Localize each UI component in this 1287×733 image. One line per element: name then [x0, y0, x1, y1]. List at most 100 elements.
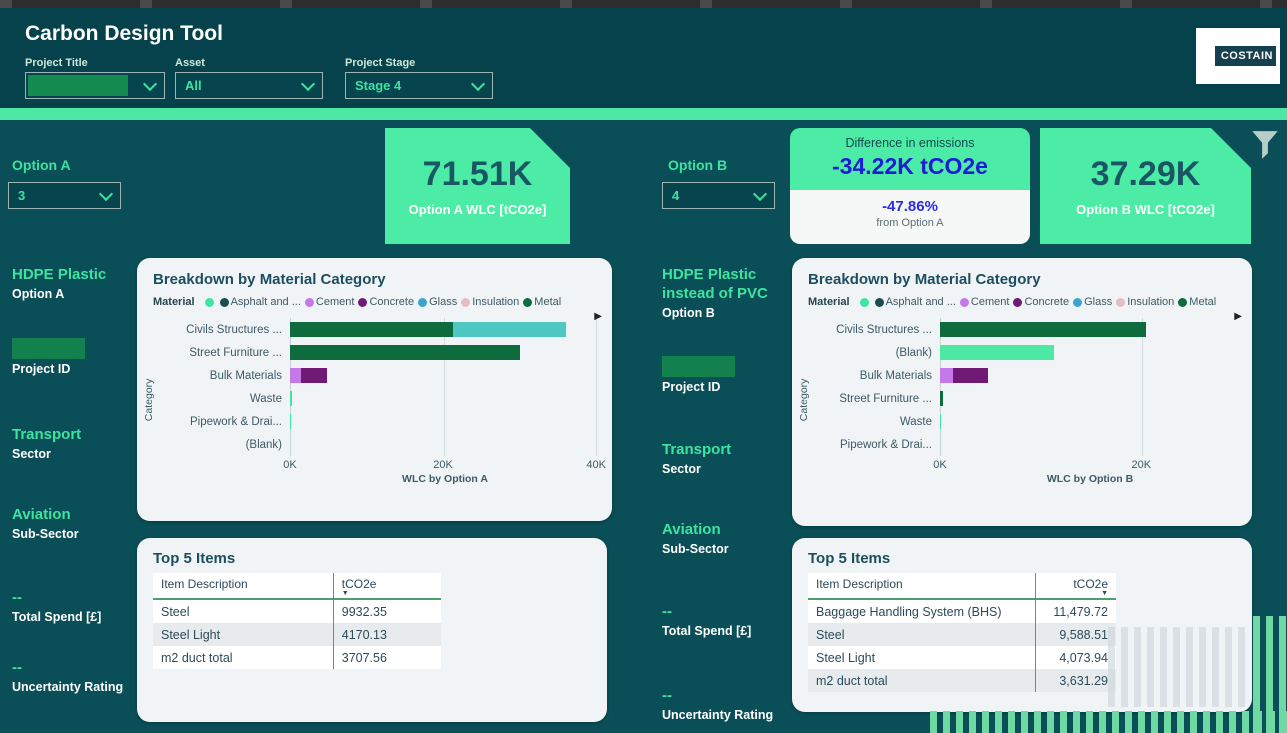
- project-title-dropdown[interactable]: [25, 72, 165, 99]
- option-b-dropdown[interactable]: 4: [662, 182, 775, 209]
- project-id-swatch: [12, 338, 85, 359]
- item-description-cell: Steel Light: [816, 650, 876, 665]
- bar-row[interactable]: (Blank): [792, 341, 1252, 364]
- table-row[interactable]: Steel Light 4,073.94: [808, 646, 1116, 669]
- legend-dot-icon: [1073, 297, 1083, 307]
- bar-segment[interactable]: [940, 414, 941, 429]
- sidebar-b-sector: Transport Sector: [662, 441, 732, 476]
- legend-item[interactable]: Asphalt and ...: [874, 296, 956, 308]
- sidebar-a-material: HDPE Plastic Option A: [12, 266, 107, 301]
- option-a-kpi-card[interactable]: 71.51K Option A WLC [tCO2e]: [385, 128, 570, 244]
- legend-label: Cement: [315, 296, 355, 308]
- bar-segment[interactable]: [940, 368, 954, 383]
- bar-segment[interactable]: [290, 322, 454, 337]
- bar-track: [290, 368, 600, 383]
- bar-segment[interactable]: [290, 368, 301, 383]
- bar-category-label: Bulk Materials: [859, 369, 932, 382]
- bar-track: [940, 391, 1240, 406]
- bar-track: [940, 437, 1240, 452]
- legend-item[interactable]: Concrete: [1013, 296, 1069, 308]
- item-description-cell: Steel: [161, 604, 190, 619]
- tco2e-cell: 9,588.51: [1035, 623, 1116, 646]
- legend-item[interactable]: Glass: [1073, 296, 1112, 308]
- sidebar-b-uncertainty: -- Uncertainty Rating: [662, 687, 774, 722]
- table-row[interactable]: Steel 9932.35: [153, 599, 441, 623]
- bar-segment[interactable]: [290, 345, 520, 360]
- table-row[interactable]: Steel Light 4170.13: [153, 623, 441, 646]
- bar-segment[interactable]: [953, 368, 989, 383]
- sidebar-b-project-id: Project ID: [662, 356, 794, 394]
- legend-item[interactable]: Asphalt and ...: [219, 296, 301, 308]
- legend-scroll-right-icon[interactable]: ▶: [594, 311, 602, 322]
- tco2e-cell: 4,073.94: [1035, 646, 1116, 669]
- column-header[interactable]: Item Description: [153, 573, 334, 600]
- legend-label: Insulation: [472, 296, 520, 308]
- bar-row[interactable]: Street Furniture ...: [137, 341, 612, 364]
- column-header[interactable]: tCO2e ▼: [332, 573, 441, 600]
- cropped-toolbar: [0, 0, 1287, 8]
- legend-title: Material: [153, 296, 195, 308]
- bar-segment[interactable]: [940, 322, 1147, 337]
- option-a-dropdown[interactable]: 3: [8, 182, 121, 209]
- decoration-stripes-card-overlay: [1108, 627, 1246, 707]
- legend-scroll-right-icon[interactable]: ▶: [1234, 311, 1242, 322]
- column-header[interactable]: Item Description: [808, 573, 1036, 600]
- chevron-down-icon: [142, 76, 158, 91]
- bar-segment[interactable]: [453, 322, 567, 337]
- legend-dot-icon: [418, 297, 428, 307]
- option-b-kpi-label: Option B WLC [tCO2e]: [1076, 202, 1215, 217]
- legend-item[interactable]: Insulation: [461, 296, 519, 308]
- legend-item[interactable]: Insulation: [1116, 296, 1174, 308]
- legend-item[interactable]: Metal: [1178, 296, 1216, 308]
- bar-category-label: Street Furniture ...: [189, 346, 282, 359]
- bar-row[interactable]: Bulk Materials: [137, 364, 612, 387]
- legend-item[interactable]: [859, 297, 871, 307]
- x-axis-tick: 40K: [586, 459, 606, 471]
- bar-segment[interactable]: [290, 391, 292, 406]
- bar-row[interactable]: Civils Structures ...: [137, 318, 612, 341]
- legend-dot-icon: [523, 297, 533, 307]
- chart-a-plot: Civils Structures ... Street Furniture ..…: [137, 318, 612, 491]
- column-header[interactable]: tCO2e ▼: [1035, 573, 1116, 600]
- legend-item[interactable]: [204, 297, 216, 307]
- legend-dot-icon: [874, 297, 884, 307]
- project-stage-dropdown[interactable]: Stage 4: [345, 72, 493, 99]
- legend-item[interactable]: Glass: [418, 296, 457, 308]
- table-row[interactable]: Steel 9,588.51: [808, 623, 1116, 646]
- bar-track: [290, 414, 600, 429]
- table-row[interactable]: m2 duct total 3707.56: [153, 646, 441, 669]
- legend-title: Material: [808, 296, 850, 308]
- bar-category-label: (Blank): [895, 346, 932, 359]
- bar-segment[interactable]: [300, 368, 327, 383]
- table-row[interactable]: m2 duct total 3,631.29: [808, 669, 1116, 692]
- item-description-cell: m2 duct total: [161, 650, 233, 665]
- bar-row[interactable]: Street Furniture ...: [792, 387, 1252, 410]
- bar-row[interactable]: (Blank): [137, 433, 612, 456]
- bar-segment[interactable]: [940, 345, 1054, 360]
- bar-segment[interactable]: [940, 391, 943, 406]
- bar-row[interactable]: Waste: [137, 387, 612, 410]
- bar-segment[interactable]: [290, 414, 291, 429]
- legend-dot-icon: [204, 297, 214, 307]
- legend-label: Glass: [1084, 296, 1113, 308]
- filter-icon[interactable]: [1251, 130, 1279, 160]
- bar-row[interactable]: Bulk Materials: [792, 364, 1252, 387]
- chart-b-legend: Material Asphalt and ... Cement Concrete Gla…: [792, 288, 1252, 308]
- bar-row[interactable]: Civils Structures ...: [792, 318, 1252, 341]
- legend-dot-icon: [959, 297, 969, 307]
- x-axis: 0K 20K 40K: [283, 456, 606, 473]
- chevron-down-icon: [300, 76, 316, 91]
- legend-item[interactable]: Metal: [523, 296, 561, 308]
- legend-item[interactable]: Concrete: [358, 296, 414, 308]
- difference-card[interactable]: Difference in emissions -34.22K tCO2e -4…: [790, 128, 1030, 244]
- bar-row[interactable]: Waste: [792, 410, 1252, 433]
- asset-dropdown[interactable]: All: [175, 72, 323, 99]
- option-b-kpi-card[interactable]: 37.29K Option B WLC [tCO2e]: [1040, 128, 1251, 244]
- bar-row[interactable]: Pipework & Drai...: [137, 410, 612, 433]
- difference-percent: -47.86%: [882, 198, 938, 215]
- bar-row[interactable]: Pipework & Drai...: [792, 433, 1252, 456]
- legend-item[interactable]: Cement: [304, 296, 355, 308]
- bar-track: [290, 345, 600, 360]
- legend-item[interactable]: Cement: [959, 296, 1009, 308]
- table-row[interactable]: Baggage Handling System (BHS) 11,479.72: [808, 599, 1116, 623]
